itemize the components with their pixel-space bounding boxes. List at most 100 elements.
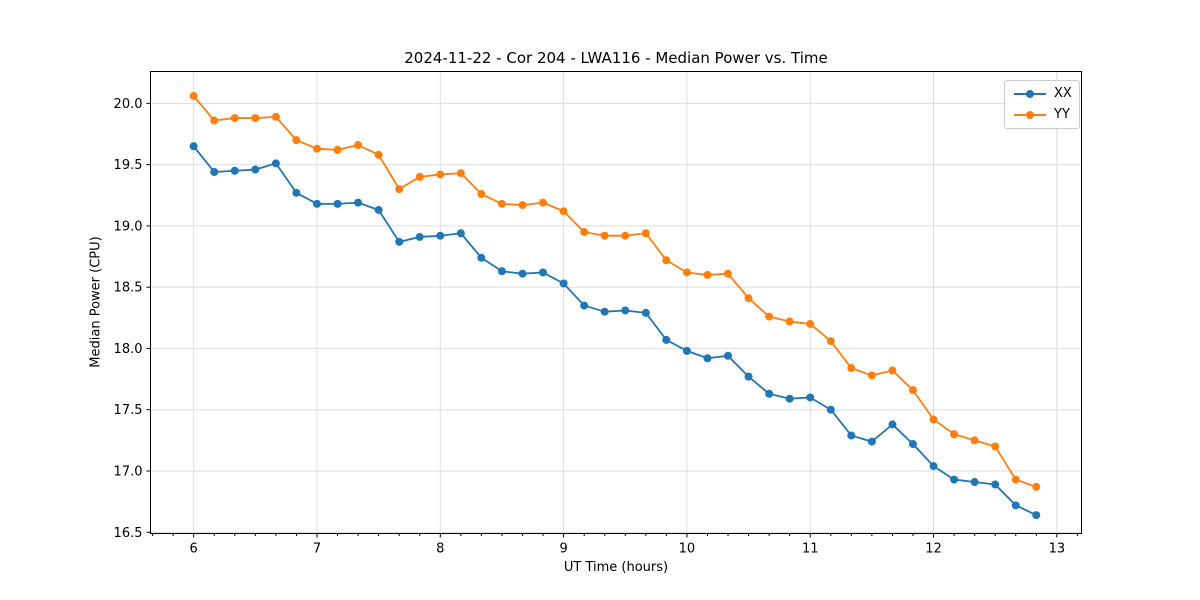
x-axis-title: UT Time (hours) [563, 560, 669, 575]
data-point [723, 351, 732, 360]
y-tick-label: 19.0 [114, 219, 143, 234]
x-tick-label: 9 [559, 542, 567, 557]
data-point [230, 166, 239, 175]
data-point [538, 268, 547, 277]
data-point [497, 267, 506, 276]
data-point [436, 231, 445, 240]
data-point [251, 165, 260, 174]
data-point [189, 92, 198, 101]
data-point [991, 480, 1000, 489]
data-point [374, 150, 383, 159]
data-point [970, 436, 979, 445]
legend-label-yy: YY [1054, 107, 1070, 122]
data-point [292, 188, 301, 197]
series-xx [189, 142, 1041, 520]
data-point [765, 312, 774, 321]
data-point [641, 308, 650, 317]
x-tick-label: 6 [190, 542, 198, 557]
y-tick-label: 20.0 [114, 97, 143, 112]
data-point [497, 199, 506, 208]
axis-tick-labels: 6 7 8 9 10 11 12 13 16.5 17.0 17.5 18.0 18.5 19.0 19.5… [114, 97, 1066, 557]
data-point [518, 201, 527, 210]
data-point [847, 431, 856, 440]
data-point [292, 136, 301, 145]
x-tick-label: 11 [802, 542, 819, 557]
legend: XX YY [1004, 80, 1080, 129]
data-point [1032, 511, 1041, 520]
data-point [374, 205, 383, 214]
data-point [991, 442, 1000, 451]
data-point [518, 269, 527, 278]
y-tick-label: 19.5 [114, 158, 143, 173]
data-point [415, 232, 424, 241]
data-point [765, 389, 774, 398]
data-point [580, 228, 589, 237]
x-tick-label: 7 [313, 542, 321, 557]
y-tick-label: 16.5 [114, 526, 143, 541]
y-tick-label: 17.0 [114, 465, 143, 480]
data-point [806, 393, 815, 402]
x-tick-label: 8 [436, 542, 444, 557]
data-point [251, 114, 260, 123]
data-point [867, 437, 876, 446]
data-point [559, 279, 568, 288]
data-point [662, 335, 671, 344]
data-point [559, 207, 568, 216]
data-point [333, 199, 342, 208]
data-point [477, 190, 486, 199]
axis-ticks [146, 102, 1078, 538]
data-point [662, 256, 671, 265]
data-point [230, 114, 239, 123]
data-point [210, 167, 219, 176]
data-point [806, 319, 815, 328]
data-point [456, 229, 465, 238]
y-axis-title: Median Power (CPU) [88, 236, 104, 368]
data-point [929, 415, 938, 424]
data-point [703, 270, 712, 279]
data-point [888, 366, 897, 375]
data-point [395, 185, 404, 194]
x-tick-label: 12 [925, 542, 942, 557]
data-point [1011, 475, 1020, 484]
legend-item-yy: YY [1014, 107, 1070, 123]
chart-title: 2024-11-22 - Cor 204 - LWA116 - Median P… [404, 49, 828, 67]
legend-marker-yy-icon [1014, 107, 1046, 123]
data-point [682, 346, 691, 355]
series-yy [189, 92, 1041, 491]
legend-item-xx: XX [1014, 86, 1072, 102]
data-point [189, 142, 198, 151]
data-point [744, 372, 753, 381]
legend-label-xx: XX [1054, 86, 1072, 101]
data-point [682, 268, 691, 277]
data-point [785, 317, 794, 326]
data-point [970, 478, 979, 487]
data-point [312, 199, 321, 208]
data-point [600, 231, 609, 240]
data-point [703, 354, 712, 363]
data-point [929, 462, 938, 471]
data-point [621, 306, 630, 315]
data-point [271, 112, 280, 121]
x-tick-label: 10 [679, 542, 696, 557]
y-tick-label: 18.0 [114, 342, 143, 357]
data-point [950, 430, 959, 439]
data-point [271, 159, 280, 168]
data-point [785, 394, 794, 403]
data-point [354, 141, 363, 150]
data-point [621, 231, 630, 240]
data-point [826, 405, 835, 414]
y-tick-label: 17.5 [114, 403, 143, 418]
data-point [908, 386, 917, 395]
data-point [826, 337, 835, 346]
data-point [744, 294, 753, 303]
data-point [847, 364, 856, 373]
data-point [415, 172, 424, 181]
y-tick-label: 18.5 [114, 281, 143, 296]
data-point [600, 307, 609, 316]
data-point [888, 420, 897, 429]
data-point [456, 169, 465, 178]
x-tick-label: 13 [1049, 542, 1066, 557]
legend-marker-xx-icon [1014, 86, 1046, 102]
